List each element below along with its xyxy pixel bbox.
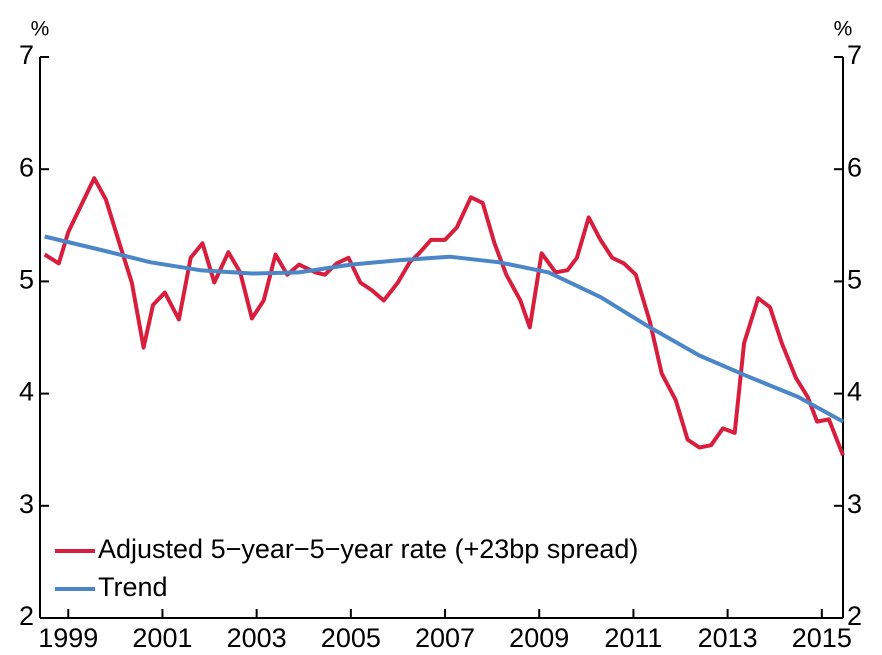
x-tick-label: 2015 bbox=[792, 623, 852, 653]
legend-label: Trend bbox=[98, 572, 168, 602]
y2-tick-label: 3 bbox=[847, 489, 862, 519]
y-tick-label: 2 bbox=[19, 601, 34, 631]
y2-tick-label: 5 bbox=[847, 265, 862, 295]
series-line bbox=[43, 176, 845, 457]
series-line bbox=[44, 234, 844, 424]
y2-tick-label: 7 bbox=[847, 40, 862, 70]
x-tick-label: 2003 bbox=[227, 623, 287, 653]
y-unit: % bbox=[31, 18, 50, 41]
x-tick-label: 2009 bbox=[509, 623, 569, 653]
x-tick-label: 1999 bbox=[38, 623, 98, 653]
x-tick-label: 2013 bbox=[698, 623, 758, 653]
legend-label: Adjusted 5−year−5−year rate (+23bp sprea… bbox=[98, 534, 638, 564]
y-tick-label: 4 bbox=[19, 377, 34, 407]
x-tick-label: 2011 bbox=[604, 623, 662, 653]
y2-unit: % bbox=[834, 18, 853, 41]
x-tick-label: 2005 bbox=[321, 623, 381, 653]
y2-tick-label: 6 bbox=[847, 152, 862, 182]
y-tick-label: 6 bbox=[19, 152, 34, 182]
y-tick-label: 5 bbox=[19, 265, 34, 295]
y-tick-label: 3 bbox=[19, 489, 34, 519]
y2-tick-label: 4 bbox=[847, 377, 862, 407]
x-tick-label: 2007 bbox=[415, 623, 475, 653]
x-tick-label: 2001 bbox=[132, 623, 192, 653]
y2-tick-label: 2 bbox=[847, 601, 862, 631]
y-tick-label: 7 bbox=[19, 40, 34, 70]
